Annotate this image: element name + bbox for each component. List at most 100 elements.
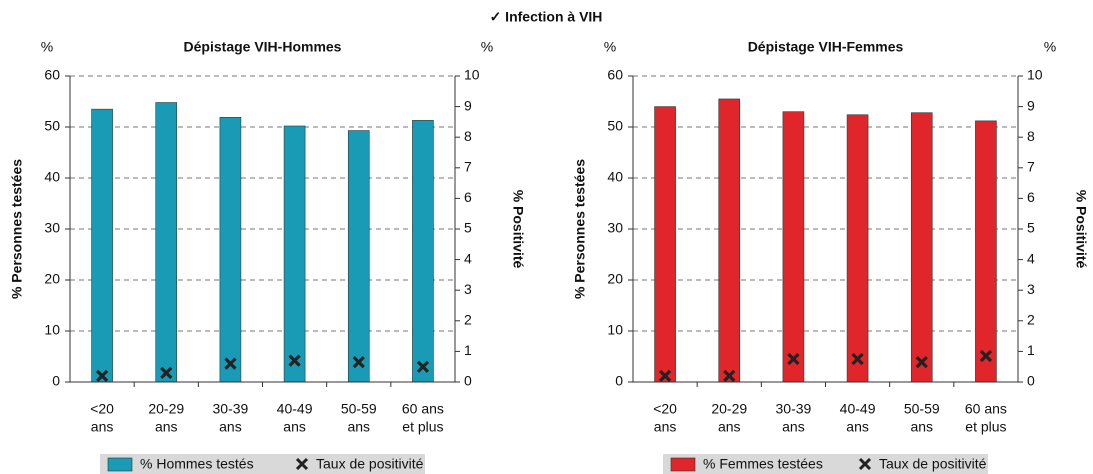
y2-tick-label: 5 (1027, 220, 1035, 236)
y2-tick-label: 0 (464, 373, 472, 389)
y2-axis-title: % Positivité (1073, 190, 1089, 269)
marker (658, 369, 672, 383)
bar (412, 120, 434, 383)
x-tick-label: ans (155, 419, 178, 435)
y-tick-label: 60 (44, 67, 60, 83)
page-title: ✓ Infection à VIH (490, 9, 603, 25)
y2-tick-label: 7 (1027, 159, 1035, 175)
y-unit: % (41, 39, 53, 55)
marker (851, 352, 864, 366)
x-tick-label: ans (782, 419, 805, 435)
y2-tick-label: 0 (1027, 373, 1035, 389)
x-tick-label: 50-59 (904, 401, 940, 417)
bar (347, 130, 370, 383)
y-tick-label: 50 (607, 118, 623, 134)
x-tick-label: <20 (90, 401, 114, 417)
y-tick-label: 0 (615, 373, 623, 389)
y2-axis-title: % Positivité (510, 190, 526, 269)
y2-tick-label: 4 (464, 250, 472, 266)
legend-swatch (107, 457, 133, 472)
y2-tick-label: 3 (1027, 281, 1035, 297)
bar (718, 98, 741, 383)
chart-title: Dépistage VIH-Femmes (748, 39, 904, 55)
y2-tick-label: 6 (1027, 189, 1035, 205)
y-tick-label: 10 (44, 322, 60, 338)
y2-tick-label: 5 (464, 220, 472, 236)
bar (654, 106, 676, 383)
bar (91, 108, 113, 383)
y-unit: % (604, 39, 616, 55)
x-tick-label: 40-49 (277, 401, 313, 417)
y-tick-label: 20 (607, 271, 623, 287)
y2-tick-label: 1 (1027, 342, 1035, 358)
bar (782, 111, 805, 383)
y-axis-title: % Personnes testées (572, 159, 588, 299)
y2-tick-label: 10 (1027, 67, 1043, 83)
marker (224, 357, 237, 370)
y-tick-label: 50 (44, 118, 60, 134)
x-tick-label: ans (910, 419, 933, 435)
marker (787, 352, 800, 366)
bar (283, 125, 306, 383)
y2-tick-label: 9 (1027, 97, 1035, 113)
x-tick-label: ans (91, 419, 114, 435)
y2-tick-label: 8 (1027, 128, 1035, 144)
y2-tick-label: 2 (464, 312, 472, 328)
x-tick-label: ans (654, 419, 677, 435)
y-tick-label: 30 (44, 220, 60, 236)
chart-title: Dépistage VIH-Hommes (184, 39, 342, 55)
marker (160, 366, 173, 379)
y2-tick-label: 10 (464, 67, 480, 83)
marker (915, 355, 928, 369)
marker (723, 369, 736, 383)
y2-tick-label: 4 (1027, 250, 1035, 266)
y2-unit: % (1044, 39, 1056, 55)
x-tick-label: <20 (653, 401, 677, 417)
x-tick-label: 60 ans (965, 401, 1007, 417)
x-tick-label: 20-29 (711, 401, 747, 417)
legend-label: % Femmes testées (703, 456, 823, 472)
y-tick-label: 60 (607, 67, 623, 83)
y2-tick-label: 9 (464, 97, 472, 113)
x-tick-label: ans (718, 419, 741, 435)
x-tick-label: ans (347, 419, 370, 435)
legend-box (663, 454, 988, 474)
x-tick-label: ans (219, 419, 242, 435)
y-tick-label: 20 (44, 271, 60, 287)
legend-label: % Hommes testés (140, 456, 254, 472)
legend-swatch (670, 457, 696, 472)
y2-tick-label: 7 (464, 159, 472, 175)
y2-tick-label: 1 (464, 342, 472, 358)
x-tick-label: 30-39 (213, 401, 249, 417)
y-tick-label: 40 (607, 169, 623, 185)
y-tick-label: 10 (607, 322, 623, 338)
bar (219, 117, 242, 383)
marker (416, 360, 430, 373)
y2-unit: % (481, 39, 493, 55)
marker (288, 354, 301, 367)
y2-tick-label: 3 (464, 281, 472, 297)
legend-label: Taux de positivité (879, 456, 987, 472)
bar (910, 112, 933, 383)
y-tick-label: 40 (44, 169, 60, 185)
bar (975, 120, 997, 383)
legend-box (100, 454, 425, 474)
legend-marker (858, 457, 872, 471)
x-tick-label: 20-29 (148, 401, 184, 417)
y-tick-label: 0 (52, 373, 60, 389)
x-tick-label: 60 ans (402, 401, 444, 417)
x-tick-label: et plus (402, 419, 443, 435)
y2-tick-label: 8 (464, 128, 472, 144)
x-tick-label: ans (283, 419, 306, 435)
bar (155, 102, 178, 383)
y2-tick-label: 6 (464, 189, 472, 205)
x-tick-label: et plus (965, 419, 1006, 435)
x-tick-label: ans (846, 419, 869, 435)
marker (95, 369, 109, 383)
x-tick-label: 30-39 (776, 401, 812, 417)
marker (979, 349, 993, 363)
legend-marker (295, 457, 309, 471)
y2-tick-label: 2 (1027, 312, 1035, 328)
bar (846, 114, 869, 383)
